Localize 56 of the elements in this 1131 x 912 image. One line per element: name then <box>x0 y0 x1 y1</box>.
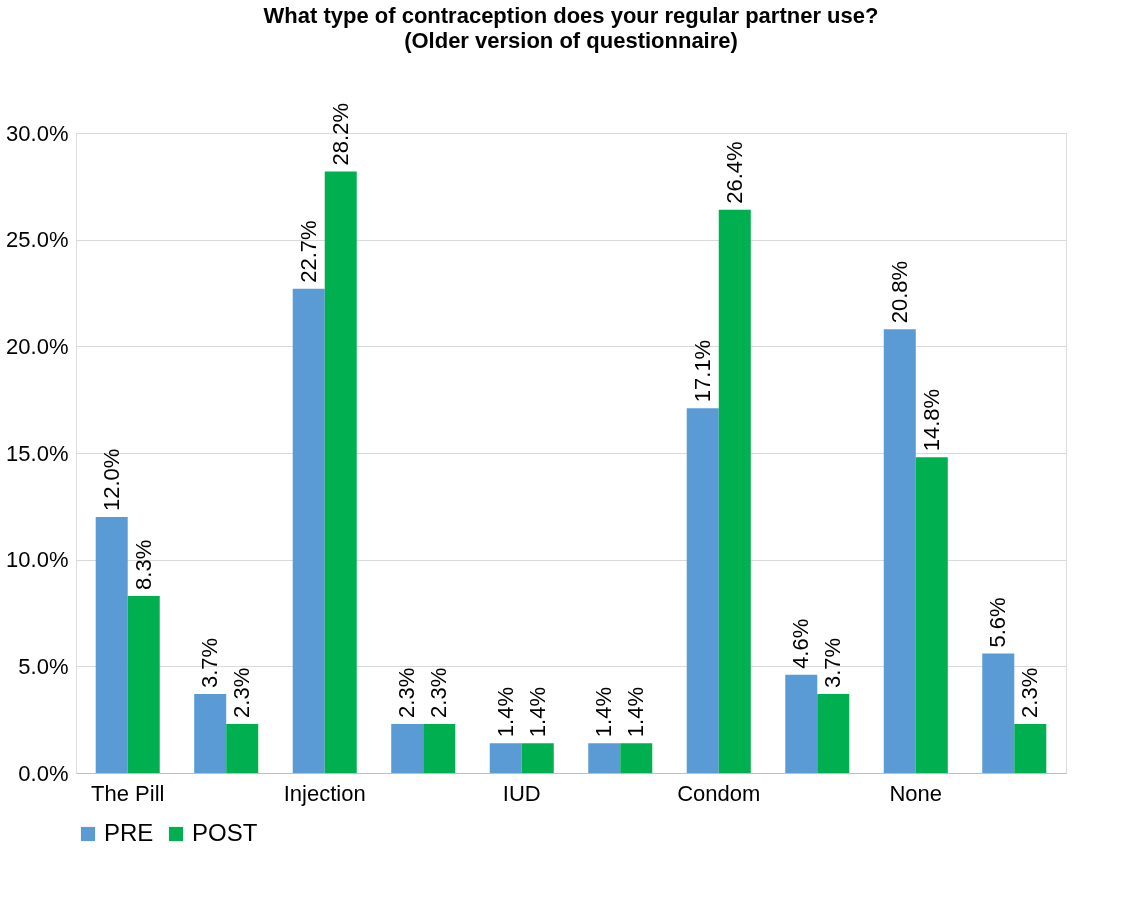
bar <box>817 694 850 773</box>
y-tick-label: 10.0% <box>6 547 69 573</box>
legend-label: PRE <box>104 819 154 846</box>
bar <box>982 653 1015 773</box>
bar <box>391 723 424 773</box>
data-label: 1.4% <box>591 686 617 738</box>
data-label: 2.3% <box>426 667 452 718</box>
bar <box>521 743 554 773</box>
bar <box>292 288 325 773</box>
data-label: 20.8% <box>886 260 912 324</box>
bar <box>194 694 227 773</box>
data-label: 5.6% <box>985 597 1011 648</box>
legend-label: POST <box>192 819 258 846</box>
data-label: 8.3% <box>130 539 156 590</box>
data-label: 2.3% <box>394 667 420 718</box>
bar <box>588 743 621 773</box>
bar <box>489 743 522 773</box>
data-label: 14.8% <box>918 388 944 452</box>
bar <box>686 408 719 773</box>
data-label: 3.7% <box>197 637 223 689</box>
bar <box>785 674 818 773</box>
y-tick-label: 0.0% <box>18 760 69 786</box>
y-tick-label: 15.0% <box>6 440 69 466</box>
y-tick-label: 20.0% <box>6 333 69 359</box>
data-label: 2.3% <box>229 667 255 718</box>
y-tick-label: 30.0% <box>6 120 69 146</box>
bar <box>226 723 259 773</box>
data-label: 3.7% <box>820 637 846 689</box>
data-label: 2.3% <box>1017 667 1043 718</box>
x-tick-label: IUD <box>502 780 541 806</box>
bar <box>127 595 160 773</box>
bar <box>883 329 916 773</box>
data-label: 4.6% <box>788 618 814 669</box>
bar <box>324 171 357 773</box>
data-label: 17.1% <box>689 339 715 403</box>
data-label: 1.4% <box>524 686 550 738</box>
data-label: 26.4% <box>721 141 747 204</box>
x-tick-label: Injection <box>283 780 366 806</box>
y-tick-label: 5.0% <box>18 653 69 679</box>
bar <box>915 457 948 773</box>
chart-subtitle: (Older version of questionnaire) <box>404 28 738 54</box>
data-label: 1.4% <box>492 686 518 738</box>
bar <box>620 743 653 773</box>
bar <box>718 209 751 773</box>
data-label: 22.7% <box>295 220 321 283</box>
x-tick-label: The Pill <box>91 780 165 806</box>
chart-title: What type of contraception does your regular partner use? <box>263 3 879 29</box>
data-label: 28.2% <box>327 103 353 166</box>
y-tick-label: 25.0% <box>6 227 69 253</box>
data-label: 12.0% <box>98 448 124 511</box>
data-label: 1.4% <box>623 686 649 738</box>
bar <box>1014 723 1047 773</box>
bar <box>95 517 128 773</box>
bar <box>423 723 456 773</box>
x-tick-label: Condom <box>677 780 761 806</box>
x-tick-label: None <box>889 780 943 806</box>
